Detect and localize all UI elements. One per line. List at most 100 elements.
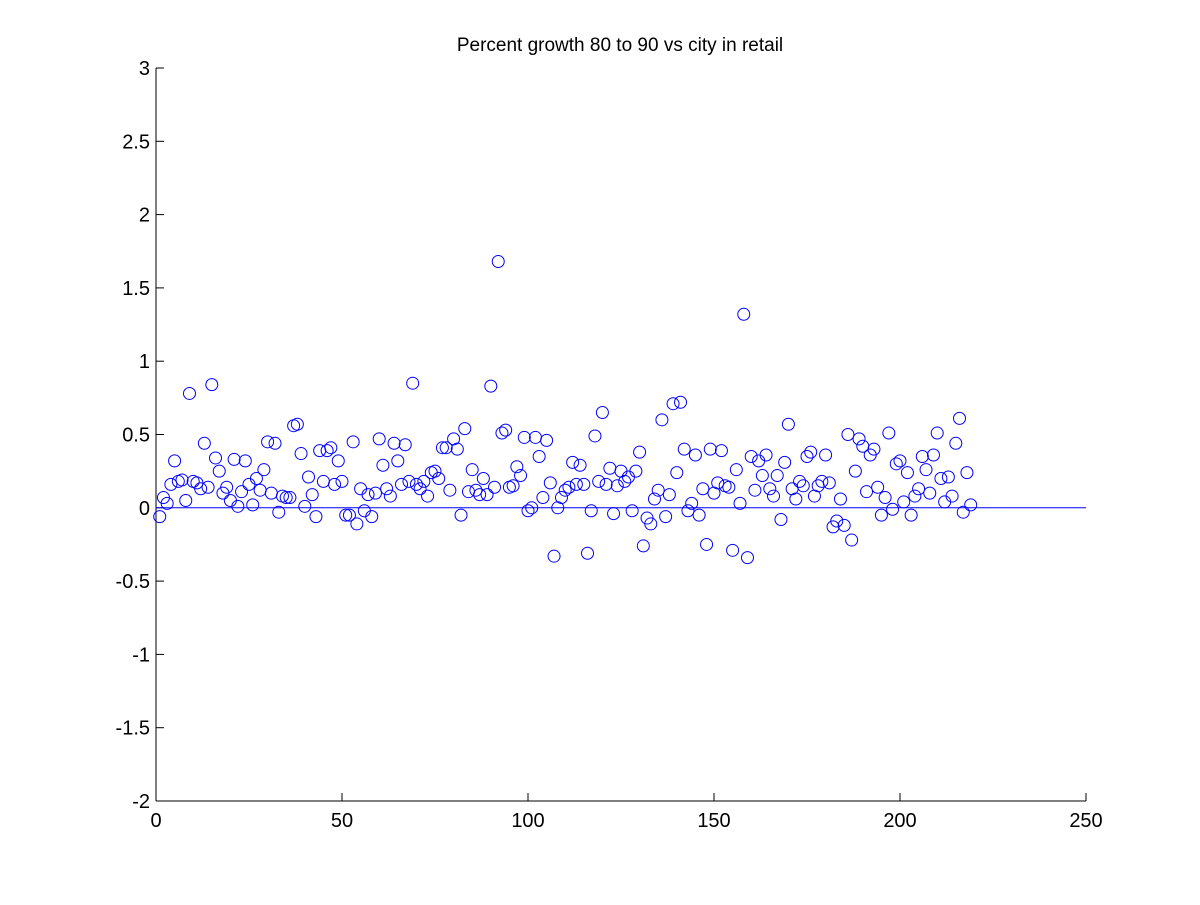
data-point [558, 483, 572, 497]
data-point [833, 492, 847, 506]
x-tick-label: 100 [511, 810, 544, 832]
data-point [179, 493, 193, 507]
data-point [674, 395, 688, 409]
data-points [153, 255, 978, 565]
data-point [227, 452, 241, 466]
data-point [625, 504, 639, 518]
data-point [197, 436, 211, 450]
data-point [737, 307, 751, 321]
y-tick-label: -1.5 [116, 718, 150, 740]
data-point [800, 449, 814, 463]
data-point [328, 477, 342, 491]
data-point [573, 458, 587, 472]
data-point [562, 480, 576, 494]
y-tick-label: 2.5 [122, 131, 150, 153]
data-point [409, 477, 423, 491]
data-point [588, 429, 602, 443]
data-point [439, 441, 453, 455]
data-point [294, 447, 308, 461]
data-point [860, 485, 874, 499]
data-point [339, 508, 353, 522]
data-point [748, 483, 762, 497]
data-point [577, 477, 591, 491]
data-point [350, 517, 364, 531]
data-point [945, 489, 959, 503]
y-tick-label: -1 [132, 644, 150, 666]
data-point [867, 442, 881, 456]
data-point [514, 469, 528, 483]
data-point [540, 433, 554, 447]
data-point [852, 432, 866, 446]
data-point [488, 480, 502, 494]
data-point [700, 537, 714, 551]
data-point [703, 442, 717, 456]
data-point [272, 505, 286, 519]
data-point [569, 477, 583, 491]
data-point [320, 444, 334, 458]
data-point [900, 466, 914, 480]
data-point [465, 463, 479, 477]
data-point [536, 491, 550, 505]
data-point [581, 546, 595, 560]
data-point [220, 480, 234, 494]
data-point [342, 508, 356, 522]
data-point [480, 488, 494, 502]
data-point [767, 489, 781, 503]
data-point [607, 507, 621, 521]
data-point [960, 466, 974, 480]
data-point [755, 469, 769, 483]
data-point [398, 438, 412, 452]
data-point [781, 417, 795, 431]
data-point [848, 464, 862, 478]
data-point [685, 496, 699, 510]
y-tick-label: 0 [139, 498, 150, 520]
data-point [257, 463, 271, 477]
data-point [915, 449, 929, 463]
data-point [406, 376, 420, 390]
data-point [387, 436, 401, 450]
y-tick-label: 0.5 [122, 425, 150, 447]
data-point [692, 508, 706, 522]
data-point [647, 492, 661, 506]
data-point [324, 441, 338, 455]
data-point [726, 543, 740, 557]
data-point [666, 397, 680, 411]
data-point [346, 435, 360, 449]
data-point [443, 483, 457, 497]
data-point [473, 488, 487, 502]
data-point [804, 445, 818, 459]
y-tick-label: 3 [139, 58, 150, 80]
data-point [659, 510, 673, 524]
data-point [499, 423, 513, 437]
x-tick-label: 150 [697, 810, 730, 832]
data-point [882, 426, 896, 440]
data-point [417, 474, 431, 488]
data-point [964, 498, 978, 512]
data-point [655, 413, 669, 427]
data-point [205, 378, 219, 392]
data-point [521, 504, 535, 518]
data-point [636, 539, 650, 553]
data-point [789, 492, 803, 506]
data-point [841, 428, 855, 441]
data-point [432, 471, 446, 485]
data-point [893, 454, 907, 468]
data-point [506, 479, 520, 493]
data-point [722, 480, 736, 494]
data-point [908, 489, 922, 503]
data-point [926, 448, 940, 462]
data-point [822, 476, 836, 490]
data-point [793, 474, 807, 488]
data-point [454, 508, 468, 522]
chart-title: Percent growth 80 to 90 vs city in retai… [457, 35, 783, 56]
data-point [298, 499, 312, 513]
data-point [361, 488, 375, 502]
data-point [469, 483, 483, 497]
data-point [246, 498, 260, 512]
data-point [238, 454, 252, 468]
data-point [819, 448, 833, 462]
data-point [402, 474, 416, 488]
data-point [309, 510, 323, 524]
